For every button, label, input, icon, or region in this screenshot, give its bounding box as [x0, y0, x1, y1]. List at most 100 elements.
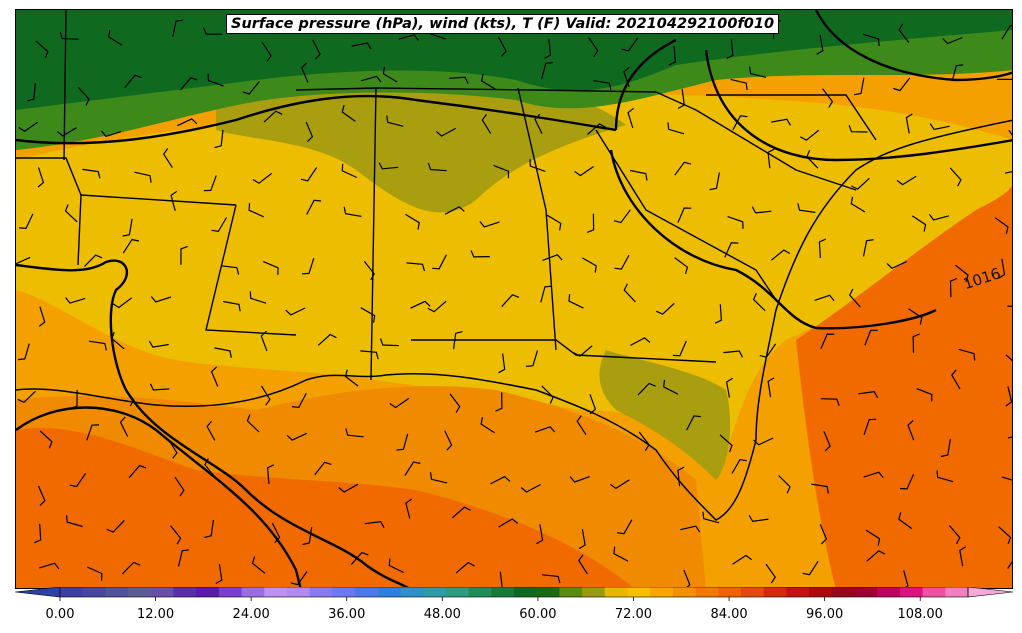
wind-barb — [1001, 476, 1012, 481]
wind-barb — [214, 347, 232, 358]
wind-barb — [379, 338, 399, 347]
colorbar-swatch — [309, 587, 333, 597]
wind-barb — [942, 36, 963, 45]
wind-barb — [727, 216, 744, 229]
wind-barb — [621, 37, 639, 52]
colorbar-swatch — [60, 587, 84, 597]
wind-barb — [589, 393, 597, 415]
colorbar-tick-label: 48.00 — [423, 607, 461, 622]
wind-barb — [656, 302, 675, 315]
wind-barb — [435, 127, 456, 137]
wind-barb — [203, 27, 223, 35]
wind-barb — [38, 306, 46, 327]
wind-barb — [481, 73, 496, 90]
wind-barb — [252, 172, 273, 184]
wind-barb — [949, 167, 962, 187]
wind-barb — [1005, 354, 1012, 361]
wind-barb — [862, 239, 874, 257]
colorbar-swatch — [854, 587, 878, 597]
wind-barb — [896, 175, 917, 186]
colorbar-swatch — [287, 587, 311, 597]
wind-barb — [573, 345, 593, 357]
colorbar-swatch — [650, 587, 674, 597]
wind-barb — [629, 169, 648, 181]
wind-barb — [819, 523, 828, 545]
wind-barb — [540, 285, 552, 303]
temperature-field-darkorange — [16, 428, 634, 588]
wind-barb — [170, 525, 182, 545]
colorbar-swatch — [604, 587, 628, 597]
wind-barb — [534, 426, 556, 433]
colorbar-swatch — [741, 587, 765, 597]
wind-barb — [481, 114, 492, 134]
colorbar-tick-label: 84.00 — [710, 607, 748, 622]
wind-barb — [493, 164, 510, 179]
wind-barb — [905, 113, 913, 134]
wind-barb — [893, 77, 911, 92]
wind-barb — [27, 83, 36, 102]
wind-barb — [534, 113, 543, 134]
wind-barb — [180, 77, 198, 91]
wind-barb — [382, 66, 398, 83]
colorbar-outline — [59, 587, 969, 598]
wind-barb — [300, 62, 309, 83]
wind-barb — [112, 297, 132, 309]
colorbar-swatch — [105, 587, 129, 597]
wind-barb — [916, 388, 933, 402]
wind-barb — [637, 382, 656, 396]
colorbar-tick-label: 96.00 — [806, 607, 844, 622]
colorbar-swatch — [582, 587, 606, 597]
wind-barb — [609, 479, 630, 490]
wind-barb — [59, 31, 79, 40]
wind-barb — [480, 417, 495, 434]
wind-barb — [613, 546, 629, 562]
wind-barb — [203, 175, 217, 192]
wind-barb — [344, 369, 359, 387]
wind-barb — [936, 470, 954, 483]
temperature-field-yellow — [16, 94, 1012, 480]
colorbar-swatch — [514, 587, 538, 597]
wind-barb — [613, 209, 631, 224]
wind-barb — [823, 431, 831, 452]
wind-barb — [222, 300, 241, 312]
wind-barb — [214, 129, 224, 149]
wind-barb — [850, 196, 866, 213]
wind-barb — [360, 307, 376, 323]
wind-barb — [674, 257, 689, 275]
wind-barb — [593, 80, 612, 91]
wind-barb — [778, 475, 791, 494]
colorbar-swatch — [264, 587, 288, 597]
colorbar-swatch — [150, 587, 174, 597]
colorbar-tick-label: 60.00 — [519, 607, 557, 622]
wind-barb — [317, 333, 337, 346]
colorbar-swatch — [877, 587, 901, 597]
wind-barb — [948, 525, 961, 545]
wind-barb — [314, 461, 332, 476]
wind-barb — [77, 86, 90, 106]
wind-barb — [627, 107, 634, 129]
wind-barb — [907, 420, 915, 441]
wind-barb — [350, 551, 369, 565]
wind-barb — [546, 214, 562, 231]
wind-barb — [444, 206, 465, 215]
wind-barb — [204, 519, 214, 538]
wind-barb — [1001, 24, 1012, 40]
wind-barb — [449, 76, 469, 84]
colorbar-under-arrow — [14, 587, 61, 598]
wind-barb — [525, 350, 539, 367]
wind-barb — [260, 385, 271, 406]
wind-barb — [386, 115, 404, 127]
wind-barb — [106, 519, 125, 533]
wind-barb — [569, 476, 590, 483]
wind-barb — [1005, 386, 1012, 407]
wind-barb — [363, 260, 375, 281]
wind-barb — [123, 386, 135, 407]
wind-barb — [211, 217, 228, 233]
wind-barb — [261, 42, 272, 62]
wind-barb — [449, 393, 461, 413]
wind-barb — [586, 213, 595, 233]
wind-barb — [345, 428, 364, 438]
wind-barb — [300, 167, 318, 182]
colorbar-swatch — [468, 587, 492, 597]
wind-barb — [614, 254, 630, 270]
